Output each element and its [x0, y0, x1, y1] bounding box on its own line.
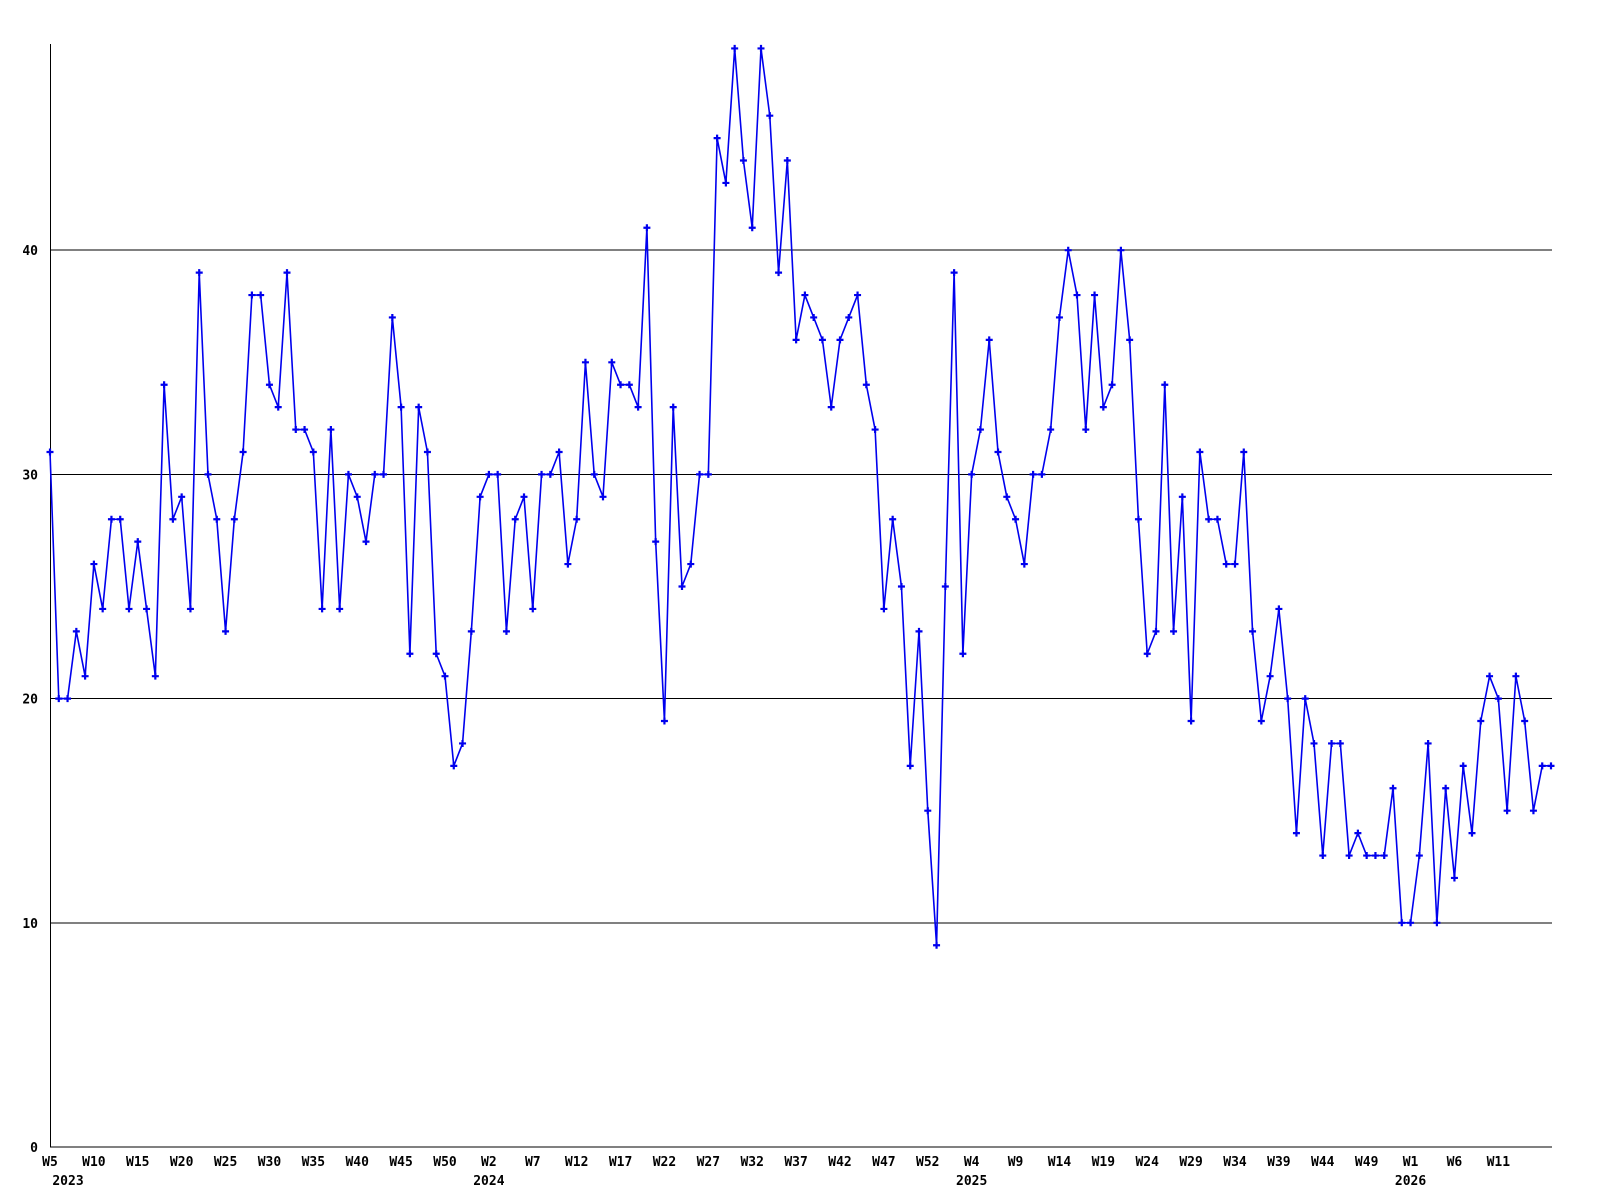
y-tick-label: 0 [30, 1141, 38, 1156]
x-tick-label: W40 [345, 1155, 369, 1170]
x-tick-label: W4 [964, 1155, 980, 1170]
x-tick-label: W14 [1048, 1155, 1072, 1170]
series-line [49, 47, 1551, 947]
x-tick-label: W37 [784, 1155, 807, 1170]
x-tick-label: W15 [126, 1155, 149, 1170]
x-year-label: 2024 [473, 1174, 504, 1189]
x-tick-label: W9 [1008, 1155, 1024, 1170]
x-tick-label: W50 [433, 1155, 457, 1170]
x-tick-label: W25 [214, 1155, 237, 1170]
x-tick-label: W44 [1311, 1155, 1335, 1170]
x-tick-label: W29 [1179, 1155, 1202, 1170]
x-tick-label: W17 [609, 1155, 632, 1170]
x-tick-label: W24 [1135, 1155, 1159, 1170]
x-tick-label: W1 [1403, 1155, 1419, 1170]
x-tick-label: W45 [389, 1155, 412, 1170]
x-tick-label: W52 [916, 1155, 939, 1170]
x-tick-label: W27 [697, 1155, 720, 1170]
x-tick-label: W19 [1092, 1155, 1115, 1170]
x-tick-label: W30 [258, 1155, 282, 1170]
x-tick-label: W22 [653, 1155, 676, 1170]
x-year-label: 2023 [52, 1174, 83, 1189]
x-tick-label: W35 [302, 1155, 325, 1170]
x-tick-label: W32 [740, 1155, 763, 1170]
x-tick-label: W2 [481, 1155, 497, 1170]
x-tick-label: W5 [42, 1155, 58, 1170]
x-tick-label: W12 [565, 1155, 588, 1170]
x-tick-label: W39 [1267, 1155, 1290, 1170]
x-tick-label: W42 [828, 1155, 851, 1170]
x-year-label: 2025 [956, 1174, 987, 1189]
x-year-label: 2026 [1395, 1174, 1426, 1189]
x-tick-label: W11 [1487, 1155, 1511, 1170]
x-tick-label: W47 [872, 1155, 895, 1170]
x-tick-label: W34 [1223, 1155, 1247, 1170]
y-tick-label: 20 [22, 693, 38, 708]
x-tick-label: W20 [170, 1155, 194, 1170]
y-tick-label: 10 [22, 917, 38, 932]
x-tick-label: W7 [525, 1155, 541, 1170]
x-tick-label: W6 [1447, 1155, 1463, 1170]
x-tick-label: W49 [1355, 1155, 1378, 1170]
y-tick-label: 30 [22, 468, 38, 483]
x-tick-label: W10 [82, 1155, 106, 1170]
y-tick-label: 40 [22, 244, 38, 259]
data-point-markers [46, 44, 1555, 949]
